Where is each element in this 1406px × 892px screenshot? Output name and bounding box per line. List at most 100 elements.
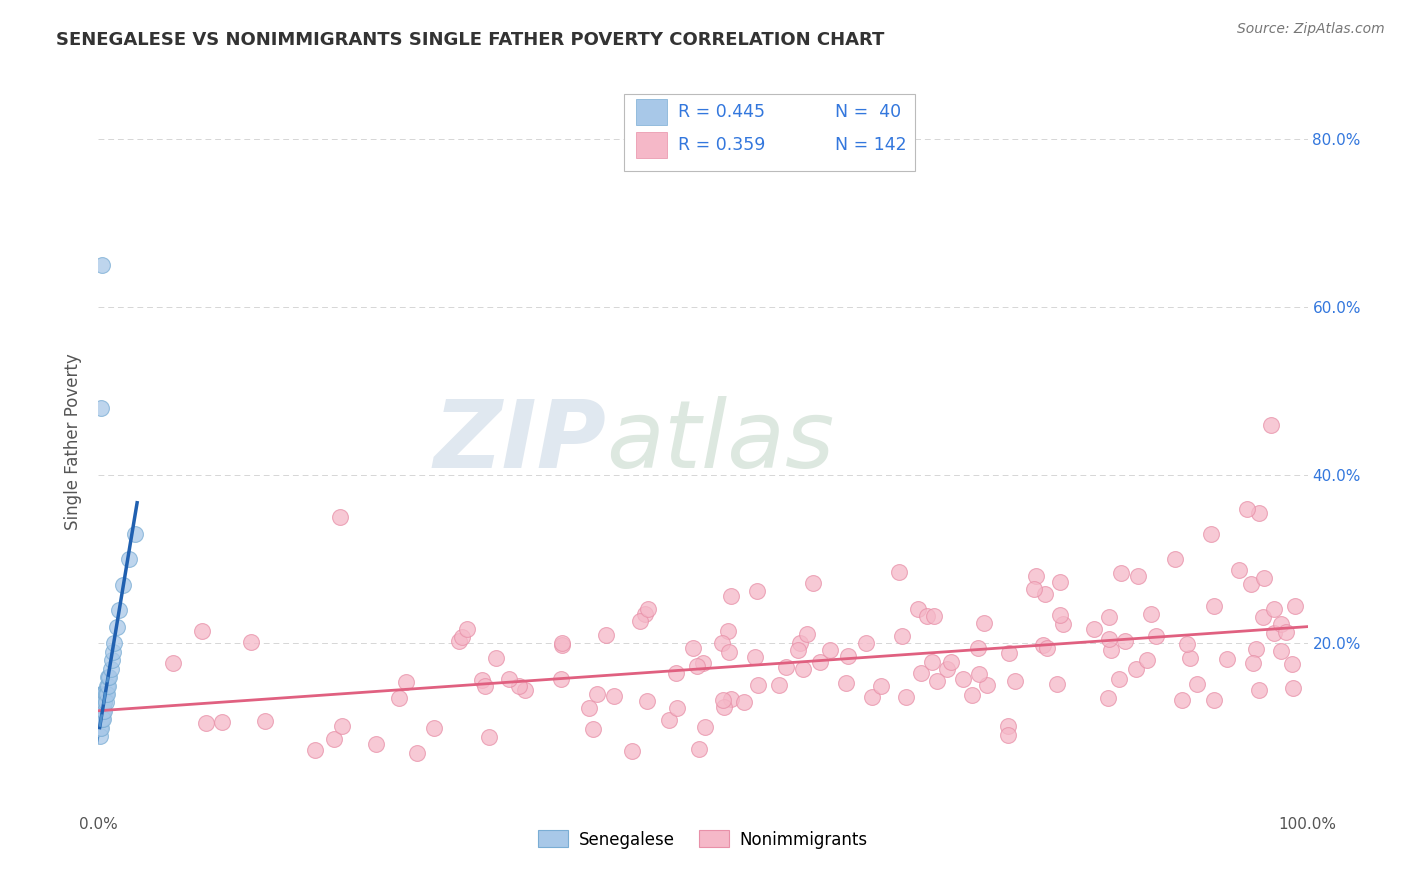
Point [515,683,537,698]
Point [711,636,734,650]
Point [870,679,893,693]
Point [997,728,1019,742]
Point [323,732,346,747]
Point [423,722,446,736]
Point [90,704,112,718]
Point [91,687,114,701]
Point [100,653,122,667]
Point [190,624,212,639]
Point [855,636,877,650]
Point [1004,673,1026,688]
Point [447,634,470,648]
Point [1241,656,1264,670]
Point [925,673,948,688]
Point [329,510,352,524]
Point [91,695,114,709]
Point [366,737,388,751]
Point [1171,693,1194,707]
Point [1046,677,1069,691]
Point [93,704,115,718]
Point [100,662,122,676]
Point [89,721,111,735]
Point [962,688,984,702]
Point [93,695,115,709]
Point [1239,576,1261,591]
Point [973,616,995,631]
Point [1251,609,1274,624]
Bar [637,132,666,158]
Bar [637,100,666,126]
Point [94,687,117,701]
Point [91,712,114,726]
Point [924,609,946,624]
Text: R = 0.359: R = 0.359 [678,136,765,154]
Point [939,655,962,669]
Point [1263,601,1285,615]
Point [1032,638,1054,652]
Point [94,695,117,709]
Point [1244,641,1267,656]
Point [91,704,114,718]
Point [787,643,810,657]
Point [921,655,943,669]
Point [330,719,353,733]
Text: ZIP: ZIP [433,395,606,488]
Point [907,602,929,616]
Point [253,714,276,728]
Point [103,636,125,650]
Text: SENEGALESE VS NONIMMIGRANTS SINGLE FATHER POVERTY CORRELATION CHART: SENEGALESE VS NONIMMIGRANTS SINGLE FATHE… [56,31,884,49]
Point [1185,677,1208,691]
Point [634,607,657,621]
Point [717,645,740,659]
Point [686,659,709,673]
Point [1249,507,1271,521]
Point [388,691,411,706]
Point [1275,625,1298,640]
Point [1128,569,1150,583]
Point [162,656,184,670]
Point [111,577,134,591]
Point [1025,569,1047,583]
Point [720,691,742,706]
Point [801,576,824,591]
Point [1144,629,1167,643]
Point [595,628,617,642]
Point [551,636,574,650]
Point [768,678,790,692]
Point [105,619,128,633]
Point [1108,672,1130,686]
Point [997,719,1019,733]
Point [1247,683,1270,698]
Point [747,678,769,692]
Point [1260,417,1282,432]
Point [90,712,112,726]
Point [692,656,714,670]
Point [603,689,626,703]
Point [457,622,479,636]
Point [682,641,704,656]
Point [1216,651,1239,665]
Point [997,646,1019,660]
Point [860,690,883,705]
Point [89,729,111,743]
Point [91,695,114,709]
Point [91,704,114,718]
Point [91,687,114,701]
Point [733,695,755,709]
Point [818,642,841,657]
Point [211,714,233,729]
Point [621,744,644,758]
Point [1033,587,1056,601]
Point [744,650,766,665]
Point [1052,617,1074,632]
Point [194,716,217,731]
Point [967,667,990,681]
Point [89,704,111,718]
Point [1049,608,1071,623]
Point [1202,599,1225,614]
Point [796,627,818,641]
Point [636,694,658,708]
Point [628,615,651,629]
Point [1270,644,1292,658]
Y-axis label: Single Father Poverty: Single Father Poverty [65,353,83,530]
